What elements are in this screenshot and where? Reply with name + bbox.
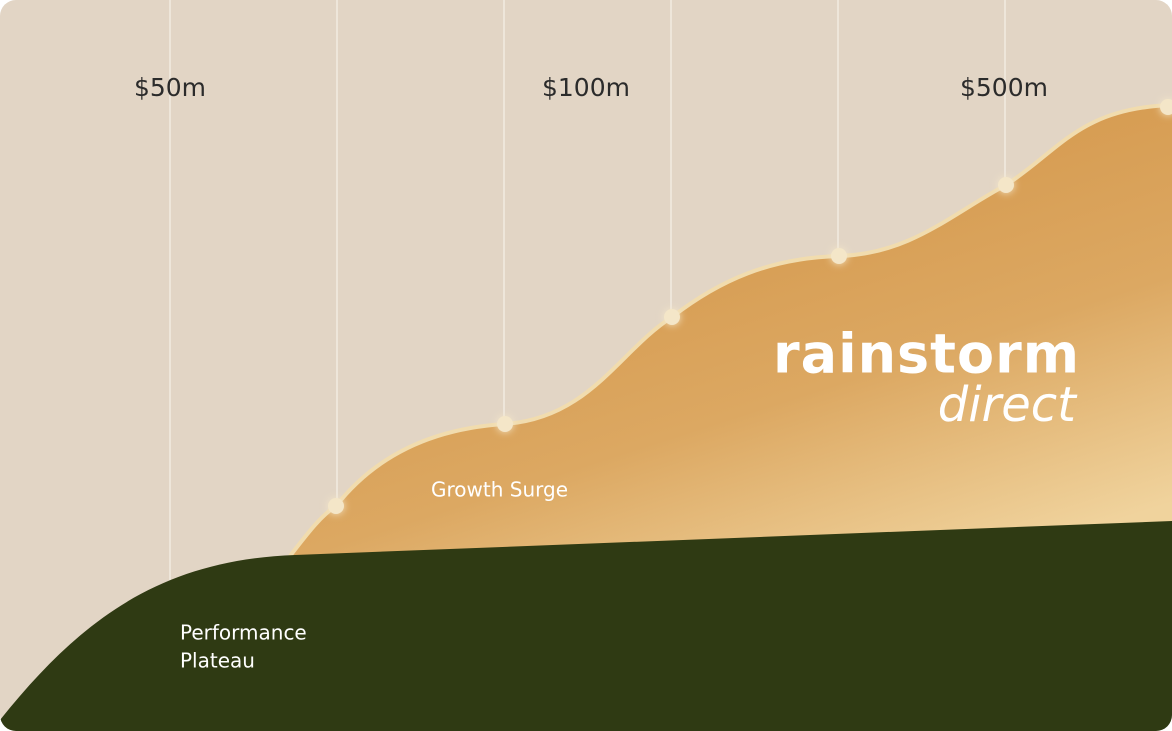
zone-label: Plateau xyxy=(180,649,255,673)
milestone-label: $100m xyxy=(542,73,630,102)
zone-label: Performance xyxy=(180,621,307,645)
brand-tagline: direct xyxy=(938,377,1078,433)
curve-dot xyxy=(831,248,847,264)
curve-dot xyxy=(664,309,680,325)
plateau-area xyxy=(0,521,1172,731)
curve-dot xyxy=(1160,99,1172,115)
curve-dot xyxy=(328,498,344,514)
curve-dot xyxy=(497,416,513,432)
brand-name: rainstorm xyxy=(773,323,1080,386)
milestone-label: $50m xyxy=(134,73,206,102)
curve-dots xyxy=(328,99,1172,514)
zone-label: Growth Surge xyxy=(431,478,568,502)
curve-dot xyxy=(998,177,1014,193)
milestone-label: $500m xyxy=(960,73,1048,102)
guide-lines xyxy=(169,0,1006,580)
